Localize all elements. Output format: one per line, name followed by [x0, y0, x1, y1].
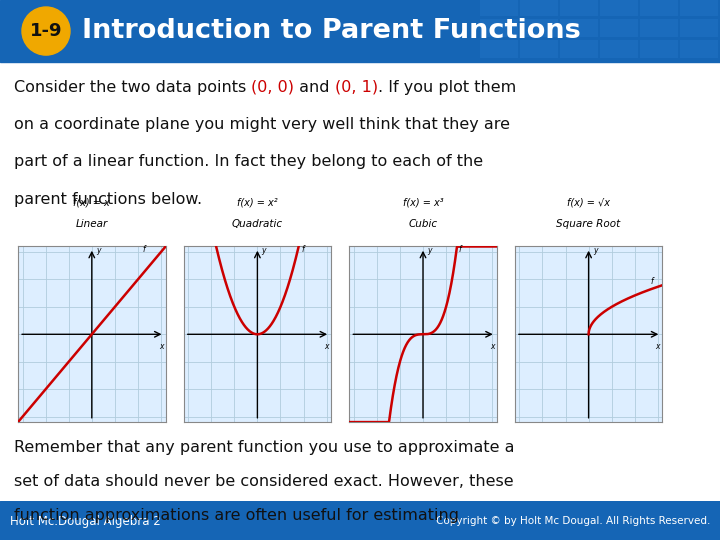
Bar: [480, 40, 518, 58]
Bar: [480, 19, 518, 37]
Circle shape: [22, 7, 70, 55]
Text: f(x) = x³: f(x) = x³: [402, 198, 444, 208]
Text: 1-9: 1-9: [30, 22, 62, 40]
Text: y: y: [427, 246, 432, 255]
Bar: [560, 19, 598, 37]
Text: Square Root: Square Root: [557, 219, 621, 229]
Bar: [600, 0, 638, 16]
Text: and: and: [294, 80, 335, 94]
Text: Cubic: Cubic: [408, 219, 438, 229]
Text: f: f: [301, 245, 304, 254]
Text: Holt Mc.Dougal Algebra 2: Holt Mc.Dougal Algebra 2: [10, 515, 161, 528]
Bar: [640, 19, 678, 37]
Text: part of a linear function. In fact they belong to each of the: part of a linear function. In fact they …: [14, 154, 483, 170]
Text: Copyright © by Holt Mc Dougal. All Rights Reserved.: Copyright © by Holt Mc Dougal. All Right…: [436, 516, 710, 526]
Text: f(x) = x²: f(x) = x²: [237, 198, 278, 208]
Text: Introduction to Parent Functions: Introduction to Parent Functions: [82, 18, 581, 44]
Bar: [560, 0, 598, 16]
Text: y: y: [593, 246, 598, 255]
Bar: [520, 19, 558, 37]
Text: Remember that any parent function you use to approximate a: Remember that any parent function you us…: [14, 440, 515, 455]
Text: . If you plot them: . If you plot them: [378, 80, 516, 94]
Text: f: f: [459, 245, 462, 254]
Text: y: y: [261, 246, 266, 255]
Bar: [640, 0, 678, 16]
Text: parent functions below.: parent functions below.: [14, 192, 202, 207]
Text: x: x: [490, 342, 495, 351]
Bar: [680, 40, 718, 58]
Text: (0, 0): (0, 0): [251, 80, 294, 94]
Text: set of data should never be considered exact. However, these: set of data should never be considered e…: [14, 474, 513, 489]
Bar: [520, 0, 558, 16]
Text: f(x) = x: f(x) = x: [73, 198, 110, 208]
Text: f(x) = √x: f(x) = √x: [567, 198, 610, 208]
Text: on a coordinate plane you might very well think that they are: on a coordinate plane you might very wel…: [14, 117, 510, 132]
Bar: [680, 0, 718, 16]
Text: Consider the two data points: Consider the two data points: [14, 80, 251, 94]
Bar: [560, 40, 598, 58]
Text: f: f: [651, 276, 654, 286]
Text: Quadratic: Quadratic: [232, 219, 283, 229]
Text: y: y: [96, 246, 101, 255]
Text: f: f: [143, 245, 145, 254]
Text: function approximations are often useful for estimating: function approximations are often useful…: [14, 508, 459, 523]
Text: x: x: [655, 342, 660, 351]
Bar: [640, 40, 678, 58]
Bar: [680, 19, 718, 37]
Bar: [520, 40, 558, 58]
Bar: [600, 19, 638, 37]
Text: Linear: Linear: [76, 219, 108, 229]
Text: x: x: [324, 342, 329, 351]
Text: x: x: [158, 342, 163, 351]
Bar: [480, 0, 518, 16]
Bar: [600, 40, 638, 58]
Text: (0, 1): (0, 1): [335, 80, 378, 94]
